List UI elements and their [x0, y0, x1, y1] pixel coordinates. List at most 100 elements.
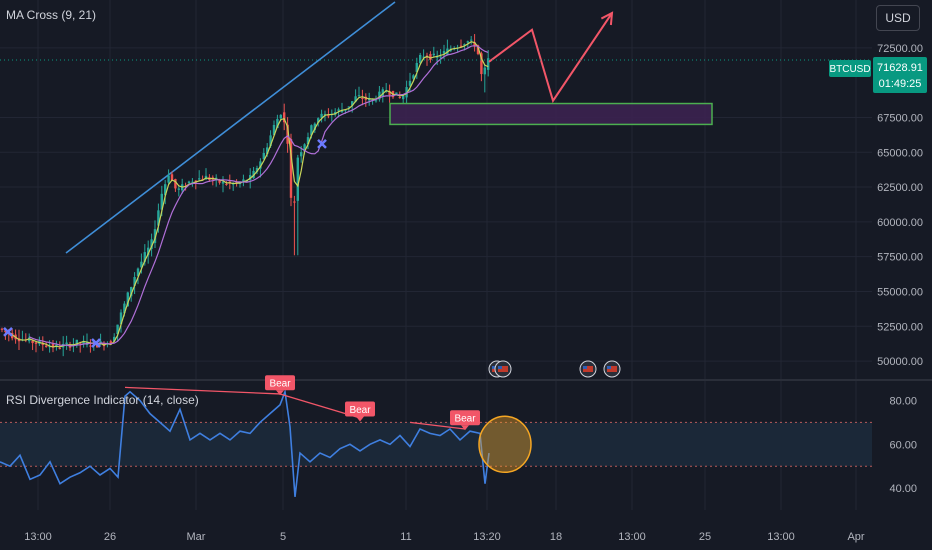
candle-body: [286, 124, 289, 144]
event-flag-canton: [492, 366, 496, 369]
candle-body: [123, 303, 126, 314]
candle-body: [351, 101, 354, 106]
candle-body: [255, 167, 259, 172]
candle-body: [381, 89, 384, 96]
candle-body: [327, 115, 330, 117]
time-tick-label: Apr: [847, 531, 864, 543]
rsi-indicator-label[interactable]: RSI Divergence Indicator (14, close): [6, 393, 199, 407]
time-tick-label: 11: [400, 531, 411, 543]
candle: [0, 327, 4, 333]
currency-button[interactable]: USD: [876, 5, 920, 31]
candle-body: [361, 98, 364, 100]
candle-body: [51, 343, 55, 348]
candle-body: [75, 339, 78, 345]
time-tick-label: 13:20: [473, 531, 501, 543]
candle-body: [374, 100, 378, 102]
candle-body: [48, 346, 51, 348]
candle-body: [415, 63, 418, 72]
candle-body: [483, 67, 486, 75]
event-flag-icon: [579, 360, 597, 378]
candle-body: [89, 345, 92, 347]
candle: [483, 64, 486, 93]
candle-body: [130, 286, 133, 297]
bear-label: Bear: [265, 375, 295, 396]
candle: [272, 120, 276, 137]
candle-body: [58, 348, 61, 350]
candle-body: [388, 91, 391, 95]
candle-body: [405, 87, 408, 98]
candle: [320, 109, 323, 123]
candle-body: [412, 75, 415, 79]
price-tick-label: 72500.00: [877, 43, 923, 55]
candle-body: [293, 201, 296, 203]
price-tick-label: 57500.00: [877, 252, 923, 264]
candle-body: [187, 181, 191, 184]
candle: [116, 324, 119, 341]
countdown-text: 01:49:25: [879, 78, 922, 90]
candle-body: [408, 80, 412, 86]
candle-body: [191, 181, 194, 183]
candle-body: [225, 183, 228, 185]
time-axis: 13:00 26 Mar 5 11 13:20 18 13:00 25 13:00 Apr: [24, 531, 865, 543]
price-badge: BTCUSD 71628.91 01:49:25: [829, 57, 927, 93]
bear-label-box: [265, 375, 295, 391]
candle: [170, 171, 174, 181]
bear-label-box: [345, 401, 375, 417]
candle: [289, 133, 293, 207]
time-tick-label: 18: [550, 531, 562, 543]
ma-fast-line: [8, 41, 489, 348]
candle: [89, 339, 92, 353]
candle-body: [300, 152, 303, 157]
candle-body: [466, 41, 469, 43]
price-tick-label: 65000.00: [877, 147, 923, 159]
candle: [51, 339, 55, 353]
rsi-line: [0, 388, 490, 497]
rsi-tick-label: 40.00: [889, 483, 917, 495]
candle: [164, 179, 167, 205]
candle-body: [357, 95, 361, 97]
candle: [459, 39, 463, 48]
candle: [177, 186, 180, 197]
highlight-circle: [478, 415, 532, 474]
candle-body: [126, 292, 129, 307]
price-tag-text: 71628.91: [877, 62, 923, 74]
time-tick-label: 13:00: [24, 531, 52, 543]
candle-body: [429, 54, 432, 60]
candle: [419, 52, 422, 65]
rsi-pane: Bear Bear Bear: [0, 375, 872, 497]
candle-body: [4, 330, 7, 332]
candle-body: [153, 229, 157, 243]
candle-body: [96, 345, 99, 348]
candle: [215, 174, 218, 187]
candle-body: [82, 340, 85, 344]
time-tick-label: 26: [104, 531, 116, 543]
candle: [34, 341, 38, 353]
candle: [221, 176, 225, 193]
candle: [65, 335, 68, 350]
event-flag-stripe: [607, 366, 617, 372]
price-tick-label: 52500.00: [877, 321, 923, 333]
ma-slow-line: [28, 45, 489, 347]
candle-body: [198, 178, 201, 180]
price-tick-label: 62500.00: [877, 182, 923, 194]
candle-body: [140, 261, 143, 268]
support-zone: [389, 102, 713, 126]
bear-label: Bear: [345, 401, 375, 422]
candle-body: [41, 343, 44, 345]
candle-body: [306, 137, 310, 145]
candle: [201, 175, 204, 181]
candle: [255, 165, 259, 175]
candle: [167, 169, 170, 185]
cross-marker: [317, 139, 327, 149]
main-indicator-label[interactable]: MA Cross (9, 21): [6, 8, 97, 22]
price-tick-label: 60000.00: [877, 217, 923, 229]
candle-body: [150, 239, 153, 249]
candle-body: [157, 210, 160, 226]
candle-body: [395, 92, 398, 95]
candle-body: [480, 53, 483, 75]
time-tick-label: 13:00: [618, 531, 646, 543]
candle: [102, 341, 106, 351]
price-pane: [0, 1, 872, 378]
bear-label-text: Bear: [454, 414, 476, 425]
